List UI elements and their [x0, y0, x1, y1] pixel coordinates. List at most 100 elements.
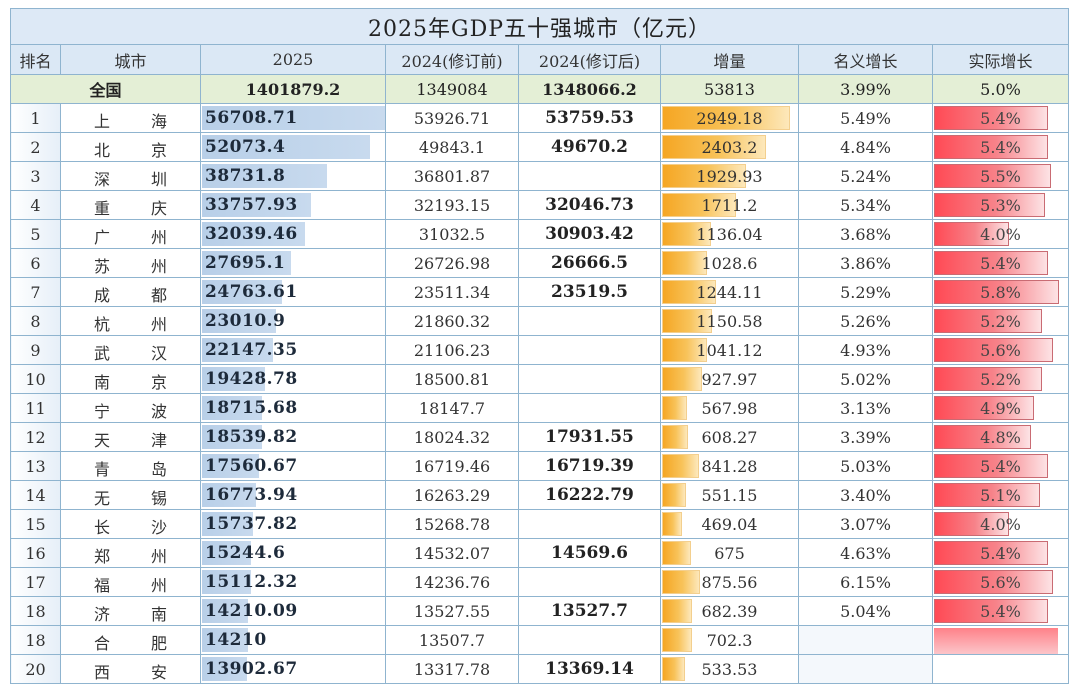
pre2024-value: 21860.32 [413, 311, 491, 331]
pre2024-value: 14236.76 [413, 572, 491, 592]
city-cell: 无锡 [60, 480, 201, 510]
rank-cell: 2 [10, 132, 61, 162]
rank-value: 4 [30, 195, 41, 215]
gdp2025-value: 18715.68 [205, 398, 298, 418]
blurred-region [934, 628, 1058, 654]
city-char-2: 京 [150, 141, 167, 160]
gdp-data-bar [202, 512, 253, 536]
nominal-cell: 5.24% [798, 161, 933, 191]
pre2024-value: 36801.87 [413, 166, 491, 186]
increase-data-bar [662, 193, 736, 217]
pre2024-value: 32193.15 [413, 195, 491, 215]
post2024-cell: 17931.55 [518, 422, 661, 452]
nominal-value: 3.40% [840, 485, 891, 505]
gdp2025-cell: 22147.35 [200, 335, 386, 365]
post2024-cell: 49670.2 [518, 132, 661, 162]
rank-cell: 18 [10, 625, 61, 655]
increase-data-bar [662, 309, 712, 333]
city-cell: 杭州 [60, 306, 201, 336]
rank-value: 13 [25, 456, 46, 476]
increase-cell: 533.53 [660, 654, 799, 684]
real-cell: 5.1% [931, 480, 1070, 510]
gdp2025-cell: 15112.32 [200, 567, 386, 597]
increase-cell: 2949.18 [660, 103, 799, 133]
increase-data-bar [662, 367, 702, 391]
pre2024-cell: 49843.1 [385, 132, 519, 162]
real-growth-value: 4.9% [980, 398, 1021, 418]
rank-value: 1 [30, 108, 41, 128]
header-city: 城市 [60, 44, 201, 75]
gdp2025-cell: 23010.9 [200, 306, 386, 336]
real-growth-value: 5.4% [980, 137, 1021, 157]
increase-data-bar [662, 251, 707, 275]
city-char-1: 西 [94, 663, 111, 682]
nominal-cell: 5.02% [798, 364, 933, 394]
rank-cell: 14 [10, 480, 61, 510]
rank-cell: 11 [10, 393, 61, 423]
increase-cell: 469.04 [660, 509, 799, 539]
rank-value: 14 [25, 485, 46, 505]
increase-cell: 1150.58 [660, 306, 799, 336]
real-growth-value: 5.4% [980, 253, 1021, 273]
rank-value: 17 [25, 572, 46, 592]
city-char-2: 海 [150, 112, 167, 131]
pre2024-cell: 16719.46 [385, 451, 519, 481]
city-char-1: 郑 [94, 547, 111, 566]
header-pre2024: 2024(修订前) [385, 44, 519, 75]
real-growth-data-bar [934, 483, 1040, 507]
increase-data-bar [662, 396, 687, 420]
real-growth-value: 5.2% [980, 369, 1021, 389]
real-growth-value: 5.2% [980, 311, 1021, 331]
increase-cell: 2403.2 [660, 132, 799, 162]
real-growth-data-bar [934, 280, 1059, 304]
pre2024-value: 18024.32 [413, 427, 491, 447]
increase-cell: 1244.11 [660, 277, 799, 307]
increase-data-bar [662, 541, 691, 565]
real-cell: 5.4% [931, 103, 1070, 133]
increase-data-bar [662, 222, 711, 246]
post2024-value: 16222.79 [545, 485, 634, 505]
post2024-value: 14569.6 [551, 543, 628, 563]
real-growth-data-bar [934, 541, 1048, 565]
city-char-1: 重 [94, 199, 111, 218]
real-cell: 5.4% [931, 538, 1070, 568]
gdp-data-bar [202, 164, 327, 188]
city-cell: 成都 [60, 277, 201, 307]
post2024-value: 23519.5 [551, 282, 628, 302]
blurred-region [799, 655, 932, 683]
increase-cell: 875.56 [660, 567, 799, 597]
increase-cell: 927.97 [660, 364, 799, 394]
nominal-cell: 5.04% [798, 596, 933, 626]
rank-cell: 8 [10, 306, 61, 336]
gdp-data-bar [202, 135, 370, 159]
city-char-1: 杭 [94, 315, 111, 334]
pre2024-cell: 13507.7 [385, 625, 519, 655]
gdp2025-value: 15737.82 [205, 514, 298, 534]
gdp2025-cell: 18539.82 [200, 422, 386, 452]
increase-data-bar [662, 454, 699, 478]
pre2024-cell: 13317.78 [385, 654, 519, 684]
real-growth-value: 5.4% [980, 601, 1021, 621]
pre2024-cell: 16263.29 [385, 480, 519, 510]
nominal-value: 5.24% [840, 166, 891, 186]
table-row: 14 无锡 16773.94 16263.29 16222.79 551.15 3.40% 5… [10, 480, 1070, 510]
real-growth-value: 4.0% [980, 514, 1021, 534]
gdp-data-bar [202, 251, 291, 275]
gdp2025-cell: 19428.78 [200, 364, 386, 394]
nominal-cell: 3.13% [798, 393, 933, 423]
gdp2025-cell: 38731.8 [200, 161, 386, 191]
rank-value: 18 [25, 630, 46, 650]
table-row: 2 北京 52073.4 49843.1 49670.2 2403.2 4.84% 5.4% [10, 132, 1070, 162]
pre2024-value: 21106.23 [413, 340, 491, 360]
real-growth-data-bar [934, 338, 1053, 362]
rank-cell: 12 [10, 422, 61, 452]
city-char-1: 成 [94, 286, 111, 305]
increase-value: 841.28 [701, 456, 758, 476]
city-char-2: 安 [150, 663, 167, 682]
national-gdp2025: 1401879.2 [200, 74, 386, 104]
rank-value: 8 [30, 311, 41, 331]
city-cell: 福州 [60, 567, 201, 597]
rank-cell: 13 [10, 451, 61, 481]
table-row: 7 成都 24763.61 23511.34 23519.5 1244.11 5.29% 5.… [10, 277, 1070, 307]
post2024-cell [518, 335, 661, 365]
